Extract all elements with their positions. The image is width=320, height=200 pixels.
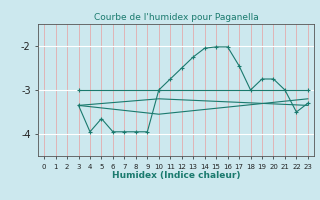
Title: Courbe de l'humidex pour Paganella: Courbe de l'humidex pour Paganella [94,13,258,22]
X-axis label: Humidex (Indice chaleur): Humidex (Indice chaleur) [112,171,240,180]
